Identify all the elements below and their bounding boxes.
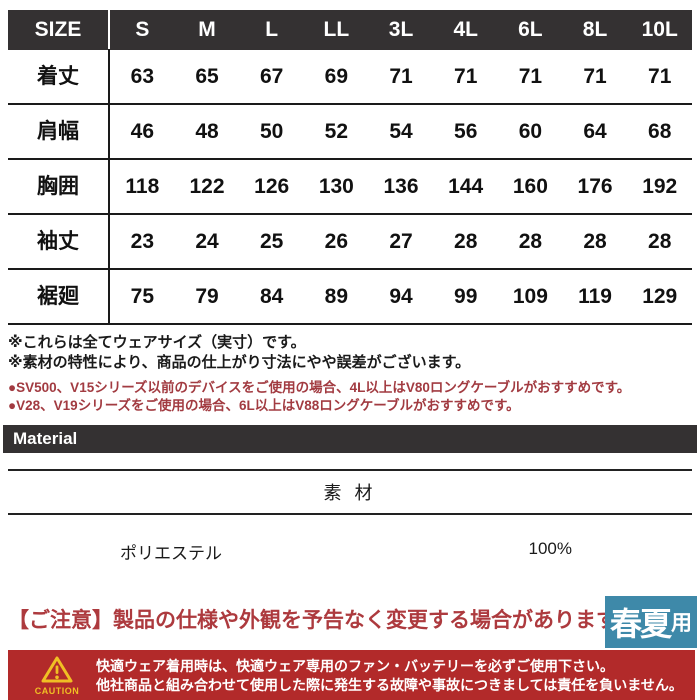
measure-value: 144 xyxy=(448,174,484,198)
measure-label: 袖丈 xyxy=(8,214,110,269)
material-percentage: 100% xyxy=(528,539,572,558)
measure-value: 192 xyxy=(642,174,678,198)
caution-line: 快適ウェア着用時は、快適ウェア専用のファン・バッテリーを必ずご使用下さい。 xyxy=(96,657,614,674)
measure-value: 56 xyxy=(454,119,478,143)
measure-value: 54 xyxy=(389,119,413,143)
measure-value: 89 xyxy=(324,284,349,308)
size-table-row: 袖丈 23 24 25 26 27 28 28 28 28 xyxy=(8,214,692,270)
material-table: 素 材 ポリエステル 100% xyxy=(8,469,692,564)
measure-value: 65 xyxy=(195,64,219,88)
measure-value: 26 xyxy=(324,229,349,253)
size-col-header: M xyxy=(198,18,216,41)
size-col-header: S xyxy=(135,18,150,41)
measure-value: 84 xyxy=(260,284,284,308)
material-section-bar: Material xyxy=(3,425,697,453)
size-col-header: 6L xyxy=(518,18,543,41)
size-table-header-row: SIZE S M L LL 3L 4L 6L 8L 10L xyxy=(8,10,692,50)
measure-value: 27 xyxy=(389,229,413,253)
size-table-row: 裾廻 75 79 84 89 94 99 109 119 129 xyxy=(8,269,692,325)
measure-value: 71 xyxy=(518,64,543,88)
measure-value: 25 xyxy=(260,229,284,253)
measure-value: 71 xyxy=(454,64,478,88)
measure-value: 67 xyxy=(260,64,284,88)
size-col-header: 10L xyxy=(641,18,678,41)
measure-value: 122 xyxy=(189,174,225,198)
note-plain: ※これらは全てウェアサイズ（実寸）です。 xyxy=(8,334,306,351)
size-col-header: 3L xyxy=(388,18,414,41)
measure-value: 69 xyxy=(324,64,349,88)
season-badge-suffix: 用 xyxy=(671,612,692,635)
notice-text: 【ご注意】製品の仕様や外観を予告なく変更する場合があります。 xyxy=(8,609,636,632)
material-section-title: Material xyxy=(13,429,78,448)
caution-banner: CAUTION 快適ウェア着用時は、快適ウェア専用のファン・バッテリーを必ずご使… xyxy=(8,650,695,700)
measure-value: 130 xyxy=(318,174,354,198)
measure-label: 着丈 xyxy=(8,49,110,104)
measure-value: 71 xyxy=(648,64,672,88)
measure-value: 118 xyxy=(125,174,160,198)
material-name: ポリエステル xyxy=(120,544,222,563)
size-table-row: 着丈 63 65 67 69 71 71 71 71 71 xyxy=(8,49,692,105)
measure-value: 50 xyxy=(260,119,284,143)
measure-value: 109 xyxy=(512,284,548,308)
size-col-header: LL xyxy=(323,18,350,41)
measure-value: 119 xyxy=(578,284,612,308)
warning-triangle-icon xyxy=(41,656,73,683)
measure-value: 160 xyxy=(512,174,548,198)
measure-value: 75 xyxy=(130,284,155,308)
size-col-header: 8L xyxy=(582,18,608,41)
measure-value: 46 xyxy=(130,119,155,143)
notice-row: 【ご注意】製品の仕様や外観を予告なく変更する場合があります。 xyxy=(8,604,692,634)
size-table-row: 胸囲 118 122 126 130 136 144 160 176 192 xyxy=(8,159,692,215)
season-badge: 春夏 用 xyxy=(605,596,697,648)
measure-value: 129 xyxy=(642,284,678,308)
size-col-header: L xyxy=(265,18,279,41)
notes-section: ※これらは全てウェアサイズ（実寸）です。 ※素材の特性により、商品の仕上がり寸法に… xyxy=(8,333,692,415)
measure-value: 28 xyxy=(648,229,672,253)
material-row: ポリエステル 100% xyxy=(8,515,692,564)
measure-value: 28 xyxy=(583,229,607,253)
measure-value: 64 xyxy=(583,119,607,143)
caution-icon-block: CAUTION xyxy=(18,655,96,696)
size-table-row: 肩幅 46 48 50 52 54 56 60 64 68 xyxy=(8,104,692,160)
measure-value: 28 xyxy=(454,229,478,253)
material-column-header: 素 材 xyxy=(8,469,692,515)
measure-value: 176 xyxy=(577,174,613,198)
measure-value: 28 xyxy=(518,229,543,253)
size-col-header: 4L xyxy=(453,18,478,41)
measure-value: 24 xyxy=(195,229,219,253)
measure-value: 48 xyxy=(195,119,219,143)
size-header-cell: SIZE xyxy=(8,10,110,50)
measure-value: 79 xyxy=(195,284,219,308)
note-highlight: ●SV500、V15シリーズ以前のデバイスをご使用の場合、4L以上はV80ロング… xyxy=(8,380,631,395)
plain-notes: ※これらは全てウェアサイズ（実寸）です。 ※素材の特性により、商品の仕上がり寸法に… xyxy=(8,333,692,373)
measure-value: 136 xyxy=(383,174,419,198)
measure-label: 裾廻 xyxy=(8,269,110,324)
season-badge-main: 春夏 xyxy=(609,606,672,642)
measure-value: 60 xyxy=(518,119,543,143)
measure-value: 71 xyxy=(583,64,607,88)
measure-label: 胸囲 xyxy=(8,159,110,214)
measure-value: 99 xyxy=(454,284,478,308)
measure-value: 52 xyxy=(324,119,349,143)
product-spec-sheet: SIZE S M L LL 3L 4L 6L 8L 10L 着丈 63 65 67 69 71 71 71 71 71… xyxy=(0,10,700,700)
measure-value: 63 xyxy=(130,64,155,88)
caution-text-block: 快適ウェア着用時は、快適ウェア専用のファン・バッテリーを必ずご使用下さい。他社商… xyxy=(96,657,685,695)
measure-value: 71 xyxy=(389,64,413,88)
caution-line: 他社商品と組み合わせて使用した際に発生する故障や事故につきましては責任を負いませ… xyxy=(96,676,683,693)
measure-value: 23 xyxy=(130,229,155,253)
measure-value: 68 xyxy=(648,119,672,143)
note-plain: ※素材の特性により、商品の仕上がり寸法にやや誤差がございます。 xyxy=(8,354,471,371)
caution-label: CAUTION xyxy=(34,686,80,696)
note-highlight: ●V28、V19シリーズをご使用の場合、6L以上はV88ロングケーブルがおすすめ… xyxy=(8,398,520,413)
highlight-notes: ●SV500、V15シリーズ以前のデバイスをご使用の場合、4L以上はV80ロング… xyxy=(8,379,692,415)
measure-label: 肩幅 xyxy=(8,104,110,159)
measure-value: 94 xyxy=(389,284,413,308)
measure-value: 126 xyxy=(254,174,290,198)
size-table: SIZE S M L LL 3L 4L 6L 8L 10L 着丈 63 65 67 69 71 71 71 71 71… xyxy=(8,10,692,325)
